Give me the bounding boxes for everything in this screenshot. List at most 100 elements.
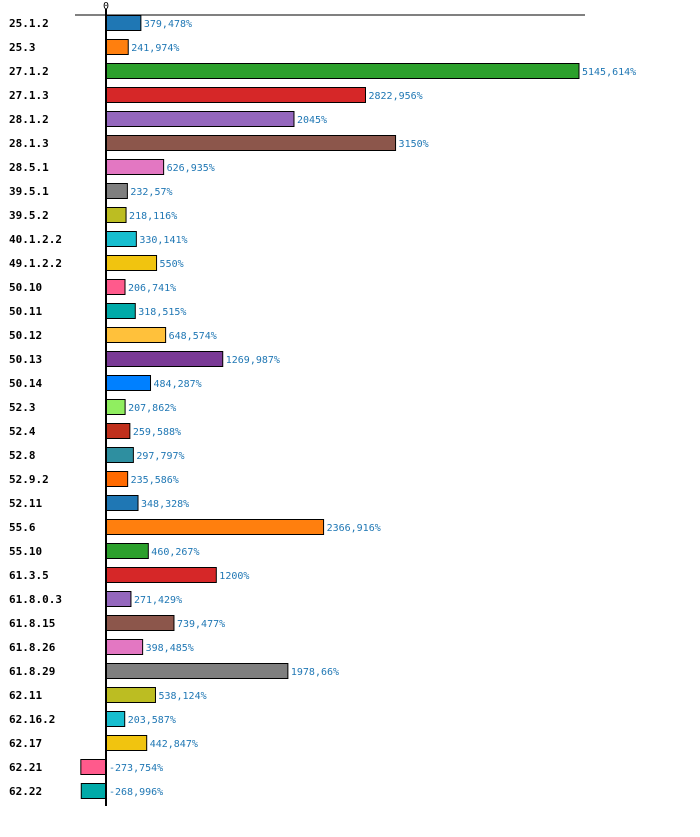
bar — [105, 375, 152, 391]
value-label: 2045% — [297, 115, 327, 126]
value-label: 626,935% — [167, 163, 215, 174]
value-label: 442,847% — [150, 739, 198, 750]
bar — [105, 87, 366, 103]
category-label: 62.22 — [9, 785, 42, 798]
bar — [105, 327, 167, 343]
value-label: -273,754% — [109, 763, 163, 774]
value-label: 235,586% — [131, 475, 179, 486]
value-label: 318,515% — [138, 307, 186, 318]
value-label: 5145,614% — [582, 67, 636, 78]
value-label: 460,267% — [151, 547, 199, 558]
category-label: 25.1.2 — [9, 17, 49, 30]
bar — [105, 495, 139, 511]
bar — [105, 711, 126, 727]
category-label: 61.3.5 — [9, 569, 49, 582]
value-label: 1978,66% — [291, 667, 339, 678]
value-label: 550% — [160, 259, 184, 270]
bar — [80, 759, 107, 775]
category-label: 40.1.2.2 — [9, 233, 62, 246]
category-label: 55.6 — [9, 521, 36, 534]
bar — [105, 663, 289, 679]
bar — [105, 735, 148, 751]
bar — [105, 111, 295, 127]
bar — [105, 135, 397, 151]
value-label: 484,287% — [154, 379, 202, 390]
category-label: 49.1.2.2 — [9, 257, 62, 270]
bar — [105, 255, 158, 271]
category-label: 52.11 — [9, 497, 42, 510]
category-label: 25.3 — [9, 41, 36, 54]
category-label: 39.5.2 — [9, 209, 49, 222]
bar — [105, 591, 132, 607]
bar — [105, 303, 136, 319]
category-label: 27.1.2 — [9, 65, 49, 78]
category-label: 52.8 — [9, 449, 36, 462]
category-label: 28.1.2 — [9, 113, 49, 126]
category-label: 61.8.26 — [9, 641, 56, 654]
value-label: 207,862% — [128, 403, 176, 414]
category-label: 62.16.2 — [9, 713, 55, 726]
value-label: 232,57% — [130, 187, 172, 198]
bar — [105, 639, 144, 655]
value-label: 3150% — [399, 139, 429, 150]
value-label: 259,588% — [133, 427, 181, 438]
category-label: 52.9.2 — [9, 473, 49, 486]
category-label: 52.4 — [9, 425, 36, 438]
value-label: 206,741% — [128, 283, 176, 294]
category-label: 50.12 — [9, 329, 42, 342]
category-label: 62.17 — [9, 737, 42, 750]
bar — [105, 471, 129, 487]
bar — [105, 207, 127, 223]
value-label: 2822,956% — [368, 91, 422, 102]
value-label: 218,116% — [129, 211, 177, 222]
category-label: 39.5.1 — [9, 185, 49, 198]
category-label: 61.8.15 — [9, 617, 55, 630]
category-label: 61.8.0.3 — [9, 593, 62, 606]
bar — [105, 399, 126, 415]
value-label: 2366,916% — [327, 523, 381, 534]
category-label: 62.21 — [9, 761, 42, 774]
value-label: 297,797% — [136, 451, 184, 462]
value-label: 398,485% — [146, 643, 194, 654]
category-label: 55.10 — [9, 545, 42, 558]
bar — [80, 783, 107, 799]
value-label: 648,574% — [169, 331, 217, 342]
category-label: 27.1.3 — [9, 89, 49, 102]
x-tick-label: 0 — [103, 1, 109, 12]
bar — [105, 159, 165, 175]
value-label: 1269,987% — [226, 355, 280, 366]
value-label: 348,328% — [141, 499, 189, 510]
bar — [105, 63, 580, 79]
bar — [105, 351, 224, 367]
value-label: -268,996% — [109, 787, 163, 798]
value-label: 330,141% — [139, 235, 187, 246]
value-label: 271,429% — [134, 595, 182, 606]
bar — [105, 519, 325, 535]
bar — [105, 183, 128, 199]
category-label: 62.11 — [9, 689, 42, 702]
category-label: 52.3 — [9, 401, 36, 414]
category-label: 28.1.3 — [9, 137, 49, 150]
value-label: 1200% — [219, 571, 249, 582]
bar — [105, 39, 129, 55]
bar — [105, 231, 137, 247]
category-label: 50.10 — [9, 281, 42, 294]
value-label: 739,477% — [177, 619, 225, 630]
bar — [105, 423, 131, 439]
bar — [105, 15, 142, 31]
category-label: 50.11 — [9, 305, 42, 318]
value-label: 538,124% — [158, 691, 206, 702]
bar — [105, 447, 134, 463]
value-label: 203,587% — [128, 715, 176, 726]
category-label: 28.5.1 — [9, 161, 49, 174]
bar — [105, 615, 175, 631]
category-label: 61.8.29 — [9, 665, 55, 678]
category-label: 50.14 — [9, 377, 42, 390]
bar — [105, 567, 217, 583]
value-label: 379,478% — [144, 19, 192, 30]
value-label: 241,974% — [131, 43, 179, 54]
category-label: 50.13 — [9, 353, 42, 366]
bar — [105, 687, 156, 703]
bar — [105, 279, 126, 295]
